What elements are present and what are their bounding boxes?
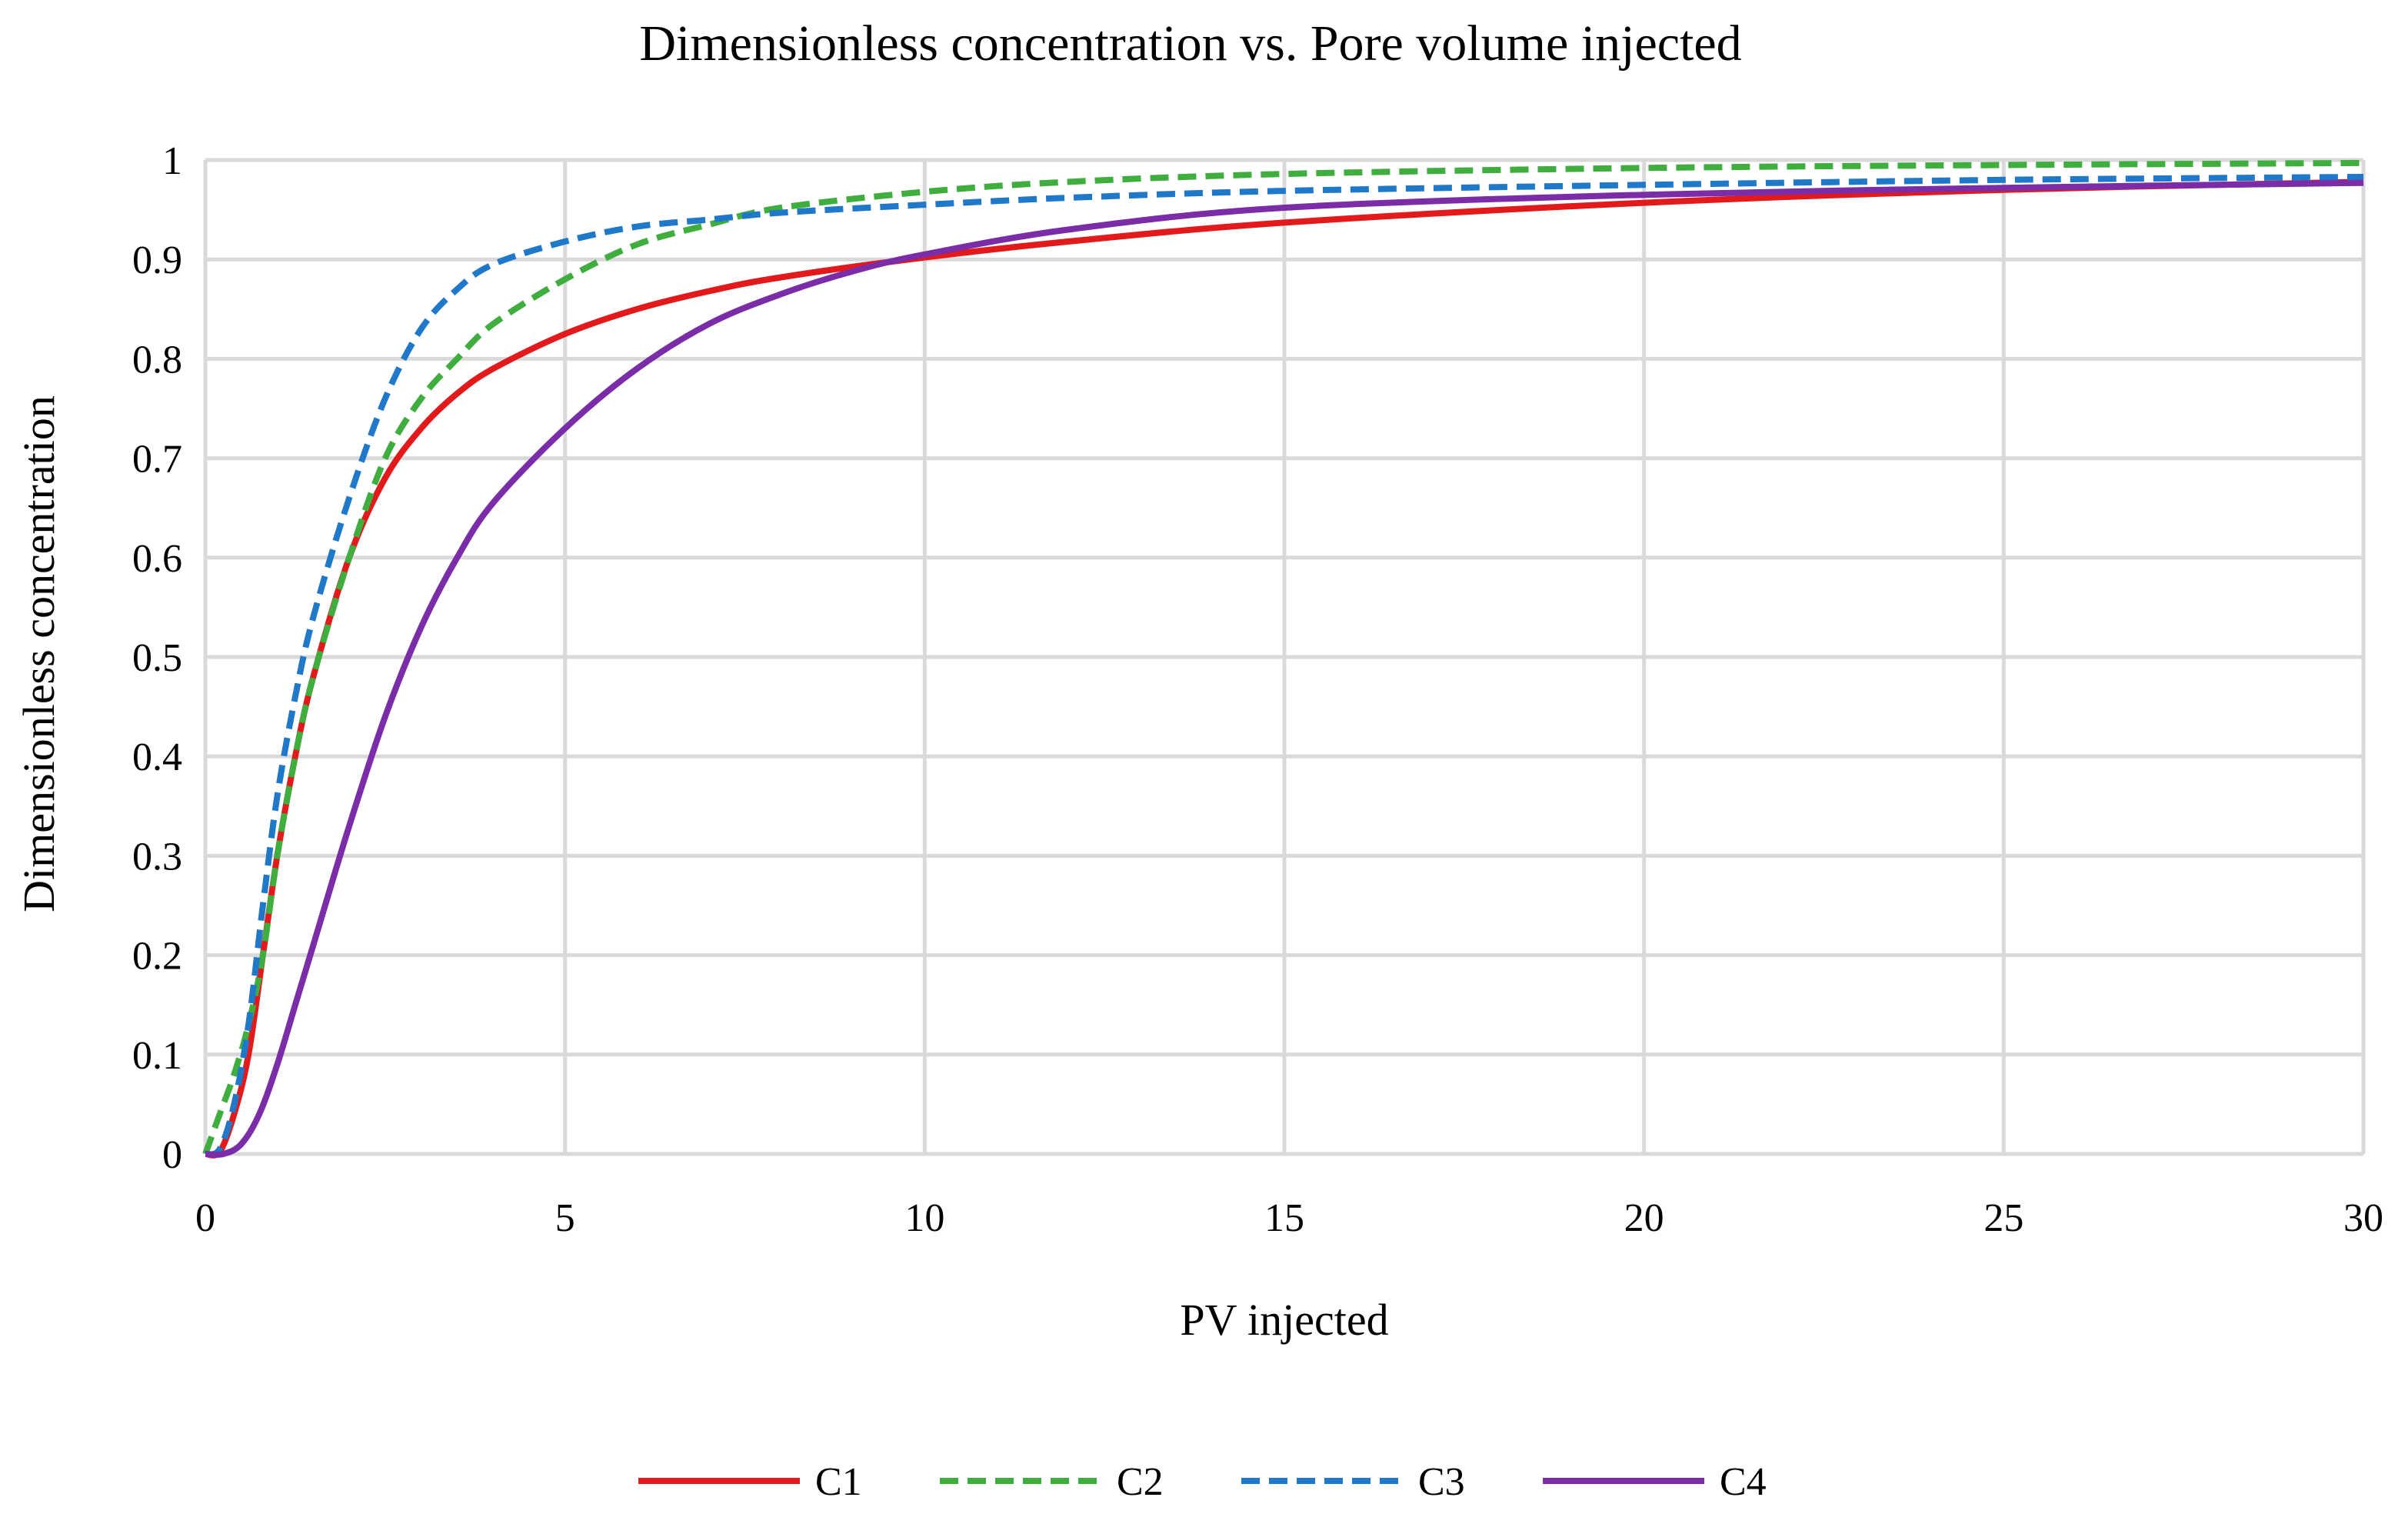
x-tick-label: 15 [1264, 1196, 1304, 1240]
x-tick-label: 25 [1983, 1196, 2023, 1240]
legend-label-c2: C2 [1117, 1460, 1164, 1504]
y-tick-label: 0.9 [132, 238, 182, 282]
y-tick-label: 0.8 [132, 338, 182, 382]
legend: C1 C2 C3 C4 [638, 1460, 1767, 1504]
series-line-c2 [202, 159, 2364, 1156]
y-tick-label: 0.2 [132, 935, 182, 979]
y-tick-label: 0 [162, 1133, 182, 1177]
chart-title: Dimensionless concentration vs. Pore vol… [639, 15, 1741, 72]
y-tick-label: 0.5 [132, 636, 182, 680]
y-tick-label: 0.3 [132, 835, 182, 879]
y-tick-label: 0.1 [132, 1034, 182, 1078]
x-tick-label: 20 [1624, 1196, 1664, 1240]
x-tick-label: 0 [195, 1196, 215, 1240]
y-axis-label: Dimensionless concentration [14, 395, 64, 912]
y-tick-label: 0.7 [132, 438, 182, 482]
legend-label-c4: C4 [1720, 1460, 1767, 1504]
gridlines [203, 158, 2366, 1156]
legend-label-c1: C1 [815, 1460, 862, 1504]
x-tick-label: 10 [904, 1196, 944, 1240]
series-line-c4 [205, 179, 2364, 1158]
axis-ticks: 00.10.20.30.40.50.60.70.80.910 5 10 15 20 25 3… [132, 139, 2383, 1240]
x-axis-label: PV injected [1180, 1295, 1388, 1345]
y-tick-label: 0.4 [132, 735, 182, 779]
series-lines [202, 159, 2364, 1159]
y-tick-label: 0.6 [132, 537, 182, 581]
y-tick-label: 1 [162, 139, 182, 183]
series-line-c3 [204, 174, 2364, 1158]
legend-label-c3: C3 [1418, 1460, 1465, 1504]
x-tick-label: 5 [555, 1196, 575, 1240]
x-tick-label: 30 [2343, 1196, 2383, 1240]
